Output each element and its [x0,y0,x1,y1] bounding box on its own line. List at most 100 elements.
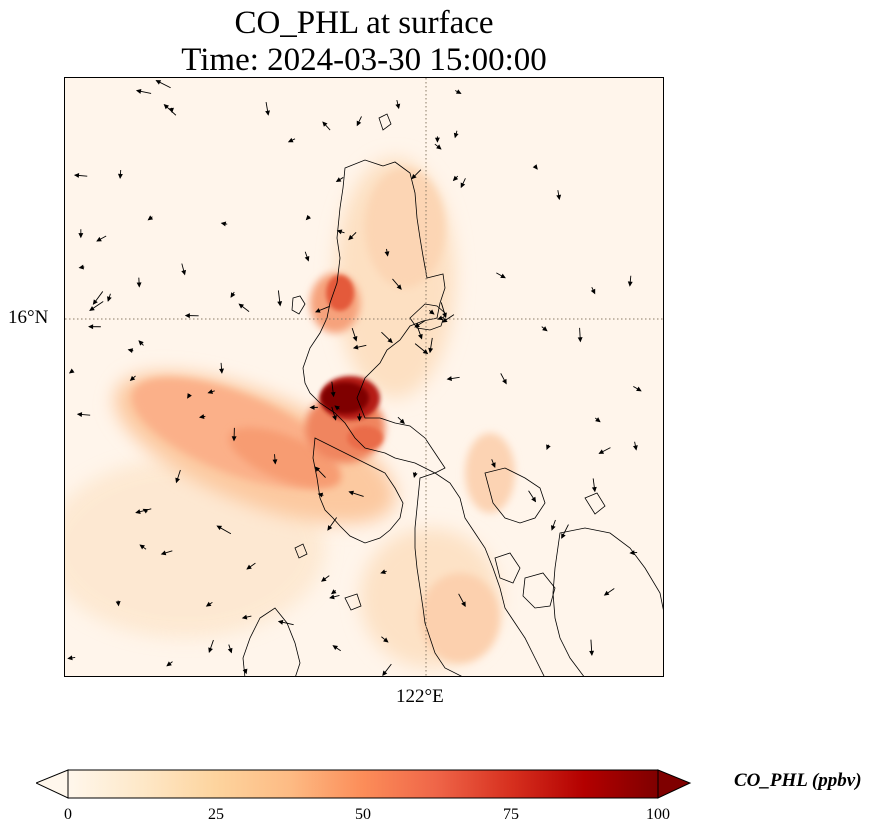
wind-vector-arrowhead [88,324,94,330]
wind-vector-arrowhead [73,173,80,178]
wind-vector-arrowhead [352,344,359,350]
wind-vector-arrowhead [78,264,84,270]
wind-vector-arrowhead [322,121,328,127]
wind-vector-arrowhead [230,292,236,298]
wind-vector-arrowhead [595,417,601,423]
wind-vector-arrowhead [437,315,443,321]
wind-vector-arrowhead [556,194,562,201]
wind-vector-arrowhead [383,637,389,643]
wind-vector-arrowhead [96,236,102,242]
wind-vector-arrowhead [453,132,459,139]
wind-vector-arrowhead [163,103,170,110]
wind-vector-arrowhead [166,661,172,667]
wind-vector-arrowhead [246,564,252,570]
wind-vector-arrowhead [92,299,98,305]
wind-vector-arrowhead [78,233,84,239]
wind-vector-arrowhead [272,459,278,465]
wind-vector-arrowhead [184,313,190,319]
wind-vector-arrowhead [442,312,447,319]
wind-vector-arrowhead [205,601,212,607]
wind-vector-arrowhead [387,337,393,344]
wind-vector-arrowhead [317,492,324,498]
colorbar-max-extend [657,769,692,799]
wind-vector-arrowhead [417,333,423,340]
wind-vector-arrowhead [160,550,167,556]
wind-vector-arrowhead [532,164,538,170]
wind-vector-arrowhead [395,103,401,110]
map-title: CO_PHL at surface [234,5,494,41]
wind-vector-arrowhead [332,645,338,651]
wind-vector-arrowhead [238,303,244,309]
wind-vector-arrowhead [277,619,284,625]
wind-vector-arrowhead [241,614,248,620]
wind-vector-arrowhead [334,405,340,411]
latitude-label: 16°N [8,307,49,328]
wind-vector-arrowhead [227,647,233,654]
wind-vector-arrowhead [216,525,223,531]
wind-vector-arrowhead [348,234,354,241]
wind-vector-arrowhead [414,322,420,328]
wind-vector-arrowhead [591,486,597,493]
wind-vector-arrowhead [352,335,358,342]
wind-vector-arrowhead [332,415,337,421]
wind-vector-arrowhead [336,229,343,235]
wind-vector-arrowhead [330,391,336,398]
wind-vector-arrowhead [329,594,335,600]
wind-vector-arrowhead [330,589,337,595]
wind-vector-arrowhead [129,375,136,382]
wind-vector-arrowhead [422,349,429,355]
wind-vector-arrowhead [220,221,227,227]
wind-vector-arrowhead [502,378,507,385]
wind-vector-arrowhead [500,273,506,279]
wind-vector-arrowhead [135,89,142,94]
map-subtitle-time: Time: 2024-03-30 15:00:00 [181,42,547,78]
colorbar-min-extend [36,769,69,799]
wind-vector-arrowhead [627,281,633,287]
wind-vector-arrowhead [265,110,270,116]
wind-vector-arrowhead [531,496,537,503]
wind-vector-arrowhead [314,308,321,313]
wind-vectors [67,80,642,676]
wind-vector-arrowhead [67,655,73,661]
wind-vector-arrowhead [629,550,635,556]
wind-vector-arrowhead [356,416,362,422]
wind-vector-arrowhead [411,173,417,180]
wind-vector-arrowhead [436,144,442,150]
colorbar-tick: 75 [503,806,519,823]
wind-vector-arrowhead [396,284,402,290]
wind-vector-arrowhead [550,525,556,531]
wind-vector-arrowhead [68,368,75,374]
wind-vector-arrowhead [304,255,310,262]
coastlines [242,113,663,676]
colorbar-tick: 0 [64,806,72,823]
wind-vector-arrowhead [287,137,294,143]
wind-vector-arrowhead [542,326,548,332]
wind-vector-arrowhead [429,309,435,315]
gridlines [65,78,663,676]
wind-vector-arrowhead [127,348,134,354]
wind-vector-arrowhead [356,120,362,127]
colorbar-gradient [67,769,659,799]
wind-vector-arrowhead [207,389,214,394]
wind-vector-arrowhead [107,296,112,302]
wind-vector-arrowhead [155,80,162,85]
wind-vector-arrowhead [399,418,405,425]
wind-vector-arrowhead [136,282,142,288]
wind-vector-arrowhead [455,89,462,94]
wind-vector-arrowhead [561,533,566,539]
longitude-label: 122°E [396,686,444,707]
concentration-field [65,158,515,668]
wind-vector-arrowhead [277,301,283,307]
wind-vector-arrowhead [309,404,315,410]
wind-vector-arrowhead [242,668,248,675]
colorbar-label: CO_PHL (ppbv) [734,770,862,791]
wind-vector-arrowhead [321,576,327,582]
wind-vector-arrowhead [589,650,595,656]
wind-vector-arrowhead [219,368,224,374]
wind-vector-arrowhead [169,107,174,114]
wind-vector-arrowhead [461,601,466,608]
wind-vector-arrowhead [181,269,187,276]
wind-vector-arrowhead [147,215,154,221]
wind-vector-arrowhead [446,376,452,381]
wind-vector-arrowhead [632,445,638,451]
